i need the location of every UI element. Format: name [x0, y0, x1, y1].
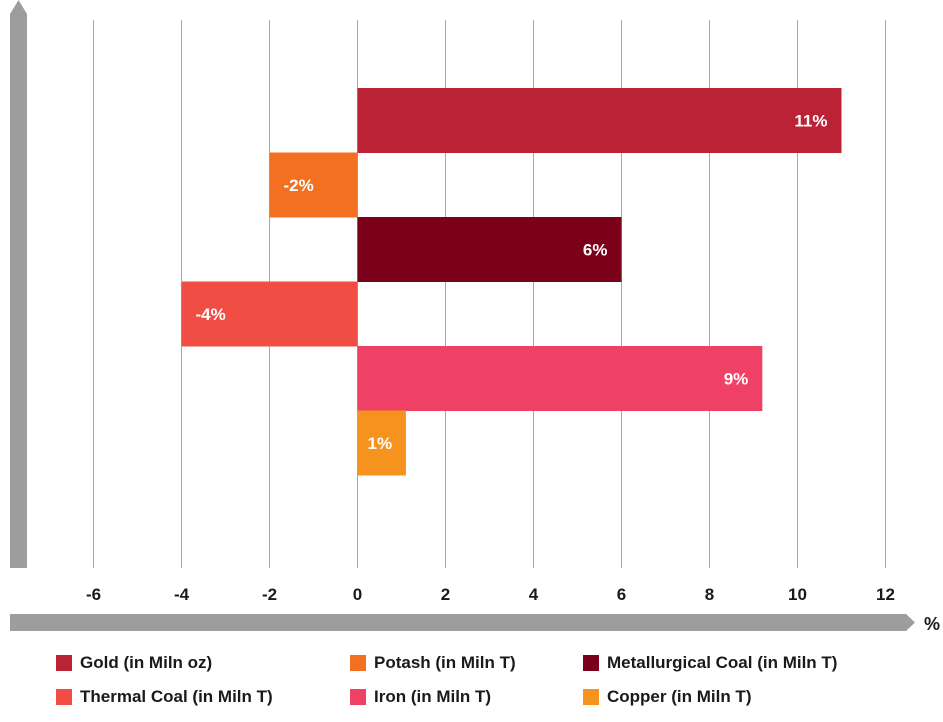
x-tick-label: -4	[174, 585, 190, 604]
legend-item-iron: Iron (in Miln T)	[350, 686, 491, 708]
bar-gold	[357, 88, 842, 153]
legend-item-gold: Gold (in Miln oz)	[56, 652, 212, 674]
legend-item-thermal-coal: Thermal Coal (in Miln T)	[56, 686, 273, 708]
bar-value-label: 9%	[724, 370, 749, 389]
tick-labels: -6 -4 -2 0 2 4 6 8 10 12	[86, 585, 895, 604]
x-axis-unit-label: %	[924, 614, 940, 634]
legend-label: Thermal Coal (in Miln T)	[80, 687, 273, 706]
legend-swatch	[583, 689, 599, 705]
x-tick-label: 0	[353, 585, 362, 604]
legend-label: Iron (in Miln T)	[374, 687, 492, 706]
bar-iron	[357, 346, 763, 411]
x-axis-arrowhead	[906, 614, 915, 631]
bar-value-label: -4%	[196, 305, 226, 324]
bar-value-label: 11%	[794, 112, 827, 131]
x-tick-label: 6	[617, 585, 626, 604]
legend-item-metallurgical-coal: Metallurgical Coal (in Miln T)	[583, 652, 837, 674]
legend-swatch	[350, 689, 366, 705]
legend-item-copper: Copper (in Miln T)	[583, 686, 751, 708]
legend-label: Potash (in Miln T)	[374, 653, 516, 672]
legend-item-potash: Potash (in Miln T)	[350, 652, 516, 674]
bar-potash	[269, 152, 358, 218]
x-tick-label: 12	[876, 585, 895, 604]
legend-swatch	[583, 655, 599, 671]
bar-value-label: -2%	[284, 176, 314, 195]
chart: 11% -2% 6% -4% 9% 1% -6 -4 -2 0 2 4 6 8 10 12 %	[10, 0, 940, 634]
x-tick-label: 10	[788, 585, 807, 604]
x-tick-label: 4	[529, 585, 539, 604]
bar-value-label: 6%	[583, 241, 608, 260]
legend-swatch	[56, 689, 72, 705]
axes	[10, 0, 915, 631]
y-axis-arrowhead	[10, 0, 27, 14]
bar-thermal	[181, 281, 358, 347]
legend-swatch	[350, 655, 366, 671]
x-tick-label: 8	[705, 585, 714, 604]
y-axis-bar	[10, 14, 27, 568]
x-tick-label: 2	[441, 585, 450, 604]
x-axis-bar	[10, 614, 906, 631]
legend-swatch	[56, 655, 72, 671]
legend-label: Metallurgical Coal (in Miln T)	[607, 653, 838, 672]
legend-label: Copper (in Miln T)	[607, 687, 752, 706]
bar-copper	[357, 410, 406, 476]
bar-metallurgical	[357, 217, 622, 282]
legend-label: Gold (in Miln oz)	[80, 653, 213, 672]
bar-value-label: 1%	[368, 434, 393, 453]
x-tick-label: -2	[262, 585, 277, 604]
bars: 11% -2% 6% -4% 9% 1%	[181, 88, 842, 476]
x-tick-label: -6	[86, 585, 101, 604]
